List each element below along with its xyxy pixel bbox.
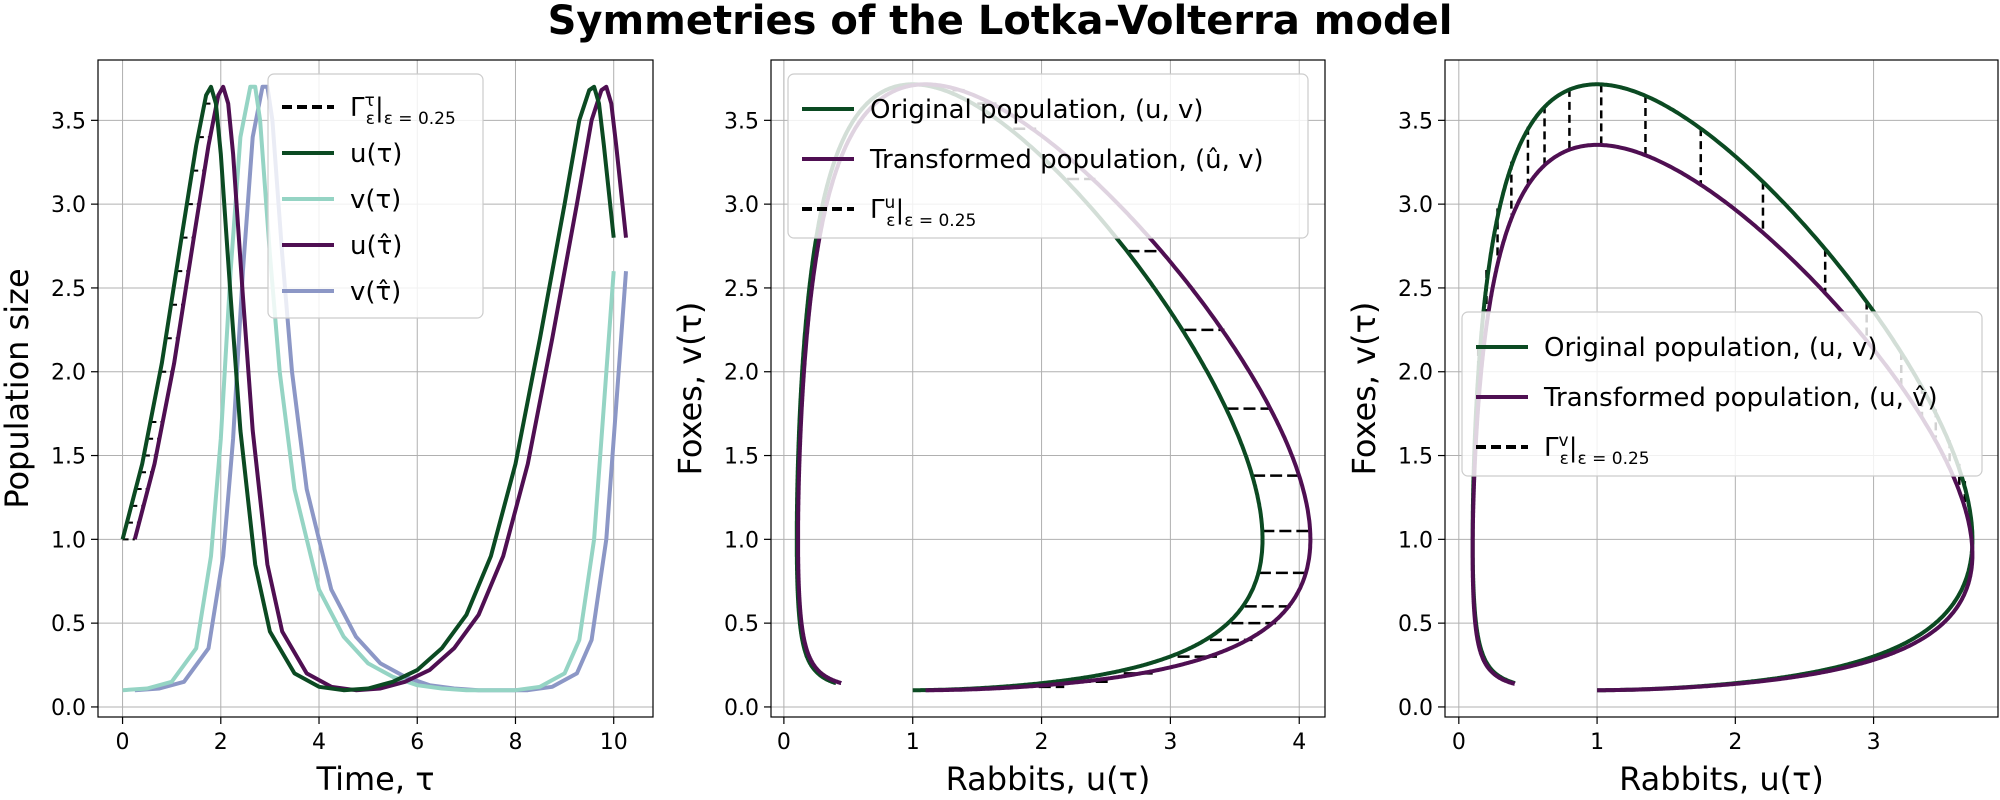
legend: Original population, (u, v) Transformed p… <box>787 73 1309 239</box>
y-tick-label: 1.0 <box>51 528 86 553</box>
legend-entry: v(τ) <box>350 185 401 215</box>
legend-entry: Γu ε|ε = 0.25 <box>870 193 976 231</box>
legend-box <box>787 73 1309 239</box>
figure-title: Symmetries of the Lotka-Volterra model <box>548 0 1453 44</box>
x-tick-label: 1 <box>1590 730 1604 755</box>
y-tick-label: 0.0 <box>51 696 86 721</box>
axes-frame <box>1444 59 1999 718</box>
x-tick-label: 0 <box>777 730 791 755</box>
x-tick-label: 0 <box>116 730 130 755</box>
y-tick-label: 1.0 <box>724 528 759 553</box>
legend-entry-tail: | <box>895 195 904 225</box>
panel-right: 0 1 2 3 0.0 0.5 1.0 1.5 2.0 2.5 3.0 3.5 Rabbits, u(τ… <box>1345 59 1999 798</box>
legend-entry: Transformed population, (u, v̂) <box>1543 383 1938 413</box>
legend-entry: Transformed population, (û, v) <box>869 145 1264 175</box>
legend-entry-tail: | <box>1569 433 1578 463</box>
legend-box <box>267 73 484 319</box>
plot-area <box>120 84 628 693</box>
x-tick-label: 2 <box>214 730 228 755</box>
legend-entry-sup: τ <box>365 91 375 111</box>
series-line <box>796 82 1313 693</box>
legend-entry: Original population, (u, v) <box>870 95 1204 125</box>
legend-entry-text: Γ <box>350 93 365 123</box>
legend-entry-text: v(τ) <box>350 185 401 215</box>
panel-left: 0 2 4 6 8 10 0.0 0.5 1.0 1.5 2.0 2.5 3.0 3.5 Time, τ Po… <box>0 59 654 798</box>
y-tick-label: 3.0 <box>1398 193 1433 218</box>
legend-entry-sup: u <box>885 193 896 213</box>
legend-entry-tailsub: ε = 0.25 <box>384 109 456 129</box>
axes-frame <box>97 59 654 718</box>
y-tick-label: 2.5 <box>724 277 759 302</box>
legend-entry-text: Γ <box>870 195 885 225</box>
x-tick-label: 4 <box>1292 730 1306 755</box>
legend-entry: u(τ̂) <box>350 231 402 261</box>
legend-entry-text: v(τ̂) <box>350 277 401 307</box>
legend-entry-text: Transformed population, (u, v̂) <box>1543 383 1938 413</box>
legend-entry: Original population, (u, v) <box>1544 333 1878 363</box>
y-tick-label: 1.5 <box>1398 445 1433 470</box>
x-tick-label: 0 <box>1452 730 1466 755</box>
legend-entry-tailsub: ε = 0.25 <box>1578 449 1650 469</box>
y-tick-label: 2.0 <box>51 361 86 386</box>
y-tick-label: 3.5 <box>724 109 759 134</box>
series-line <box>134 84 628 693</box>
y-tick-label: 0.5 <box>724 612 759 637</box>
x-tick-label: 10 <box>600 730 628 755</box>
x-tick-label: 6 <box>410 730 424 755</box>
legend-entry: Γτ ε|ε = 0.25 <box>350 91 456 129</box>
y-tick-label: 2.5 <box>51 277 86 302</box>
y-axis-label: Foxes, v(τ) <box>1345 302 1383 476</box>
x-tick-label: 3 <box>1867 730 1881 755</box>
y-tick-label: 2.5 <box>1398 277 1433 302</box>
legend-entry: Γv ε|ε = 0.25 <box>1544 431 1650 469</box>
x-tick-label: 4 <box>312 730 326 755</box>
x-tick-label: 1 <box>906 730 920 755</box>
legend-entry-text: u(τ̂) <box>350 231 402 261</box>
legend-entry-tail: | <box>375 93 384 123</box>
legend-entry-sub: ε <box>1560 449 1569 469</box>
y-tick-label: 1.5 <box>51 445 86 470</box>
x-axis-label: Rabbits, u(τ) <box>1619 760 1824 798</box>
series-line <box>120 84 616 693</box>
legend: Γτ ε|ε = 0.25 u(τ) v(τ) u(τ̂) v(τ̂) <box>267 73 484 319</box>
y-tick-label: 0.0 <box>1398 696 1433 721</box>
y-axis-label: Foxes, v(τ) <box>671 302 709 476</box>
legend-entry-tailsub: ε = 0.25 <box>904 211 976 231</box>
y-tick-label: 1.5 <box>724 445 759 470</box>
x-axis-label: Time, τ <box>316 760 435 798</box>
legend-entry-text: Original population, (u, v) <box>1544 333 1878 363</box>
legend-entry-sup: v <box>1559 431 1569 451</box>
panel-middle: 0 1 2 3 4 0.0 0.5 1.0 1.5 2.0 2.5 3.0 3.5 Rabbits, u(… <box>671 59 1326 798</box>
axes-frame <box>770 59 1326 718</box>
y-tick-label: 2.0 <box>724 361 759 386</box>
legend-entry: u(τ) <box>350 139 402 169</box>
x-axis-label: Rabbits, u(τ) <box>946 760 1151 798</box>
series-line <box>122 84 616 693</box>
y-tick-label: 1.0 <box>1398 528 1433 553</box>
x-tick-label: 8 <box>508 730 522 755</box>
legend-entry-text: Transformed population, (û, v) <box>869 145 1264 175</box>
legend-entry-sub: ε <box>366 109 375 129</box>
legend: Original population, (u, v) Transformed p… <box>1461 311 1983 477</box>
y-tick-label: 3.0 <box>51 193 86 218</box>
y-tick-label: 3.5 <box>51 109 86 134</box>
y-tick-label: 0.5 <box>51 612 86 637</box>
legend-box <box>1461 311 1983 477</box>
y-axis-label: Population size <box>0 268 36 508</box>
y-tick-label: 3.5 <box>1398 109 1433 134</box>
legend-entry: v(τ̂) <box>350 277 401 307</box>
x-tick-label: 3 <box>1163 730 1177 755</box>
x-tick-label: 2 <box>1728 730 1742 755</box>
legend-entry-text: Γ <box>1544 433 1559 463</box>
y-tick-label: 0.0 <box>724 696 759 721</box>
y-tick-label: 3.0 <box>724 193 759 218</box>
y-tick-label: 0.5 <box>1398 612 1433 637</box>
x-tick-label: 2 <box>1035 730 1049 755</box>
legend-entry-text: Original population, (u, v) <box>870 95 1204 125</box>
legend-entry-sub: ε <box>886 211 895 231</box>
y-tick-label: 2.0 <box>1398 361 1433 386</box>
legend-entry-text: u(τ) <box>350 139 402 169</box>
